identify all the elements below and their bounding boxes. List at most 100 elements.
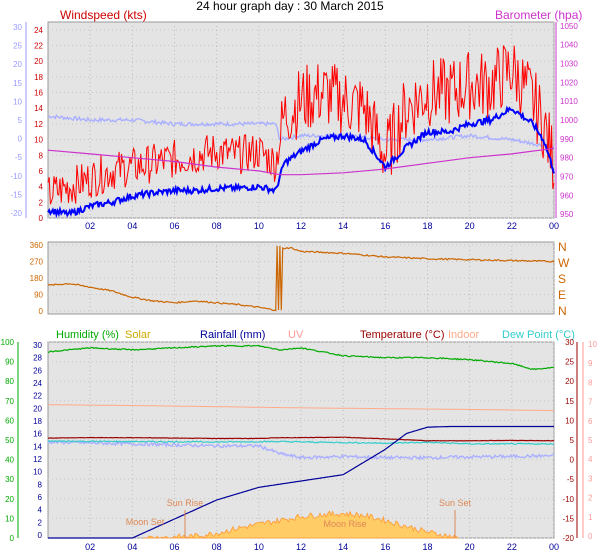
y-tick-label: 1050 <box>560 22 578 31</box>
sun-moon-annotation: Sun Rise <box>167 498 204 508</box>
y-tick-label: 25 <box>565 358 574 367</box>
y-tick-label: 28 <box>33 354 42 363</box>
y-tick-label: 0 <box>18 135 23 144</box>
y-tick-label: 30 <box>565 338 574 347</box>
y-tick-label: 12 <box>34 120 43 129</box>
y-tick-label: -10 <box>10 172 22 181</box>
series-temperature-outdoor <box>47 114 555 151</box>
y-tick-label: 18 <box>33 417 42 426</box>
y-tick-label: 0 <box>39 307 44 316</box>
y-tick-label: 20 <box>5 495 14 504</box>
y-tick-label: 20 <box>34 57 43 66</box>
barometer-label: Barometer (hpa) <box>495 8 582 22</box>
y-tick-label: 970 <box>560 173 574 182</box>
y-tick-label: 30 <box>33 341 42 350</box>
y-tick-label: 8 <box>588 378 593 387</box>
y-tick-label: 20 <box>13 60 22 69</box>
wind-panel: Windspeed (kts) Barometer (hpa) 02 04 06 08… <box>10 8 582 231</box>
y-tick-label: 6 <box>38 493 43 502</box>
y-tick-label: 2 <box>38 518 43 527</box>
y-tick-label: 100 <box>1 338 15 347</box>
sun-moon-annotation: Moon Rise <box>323 519 366 529</box>
sun-moon-annotation: Moon Set <box>126 517 165 527</box>
y-tick-label: 10 <box>565 416 574 425</box>
y-tick-label: 990 <box>560 135 574 144</box>
x-tick-label: 08 <box>212 221 222 231</box>
y-tick-label: 16 <box>33 430 42 439</box>
x-tick-label: 22 <box>507 221 517 231</box>
y-tick-label: 4 <box>39 183 44 192</box>
y-tick-label: 30 <box>5 475 14 484</box>
graph-title: 24 hour graph day : 30 March 2015 <box>196 0 384 13</box>
x-tick-label: 22 <box>507 542 517 552</box>
y-tick-label: 2 <box>588 494 593 503</box>
y-tick-label: 90 <box>5 358 14 367</box>
legend-item: Rainfall (mm) <box>200 329 265 341</box>
y-tick-label: 3 <box>588 474 593 483</box>
y-tick-label: 30 <box>13 23 22 32</box>
x-tick-label: 20 <box>465 221 475 231</box>
x-tick-label: 10 <box>254 221 264 231</box>
legend-item: Solar <box>125 329 151 341</box>
series-indoor <box>48 404 554 412</box>
series-temperature-faint <box>47 439 555 461</box>
y-tick-label: 960 <box>560 191 574 200</box>
y-tick-label: 70 <box>5 397 14 406</box>
y-tick-label: 0 <box>39 214 44 223</box>
x-tick-label: 04 <box>127 221 137 231</box>
y-tick-label: 24 <box>34 26 43 35</box>
y-tick-label: 980 <box>560 154 574 163</box>
series-humidity <box>47 344 554 371</box>
x-tick-label: 06 <box>169 221 179 231</box>
x-tick-label: 18 <box>422 221 432 231</box>
compass-label: S <box>558 272 566 286</box>
y-tick-label: -5 <box>567 475 575 484</box>
x-tick-label: 10 <box>254 542 264 552</box>
y-tick-label: 20 <box>565 377 574 386</box>
x-tick-label: 12 <box>296 221 306 231</box>
legend-item: UV <box>288 329 304 341</box>
series-barometer <box>47 147 555 176</box>
y-tick-label: 22 <box>33 392 42 401</box>
y-tick-label: 1000 <box>560 116 578 125</box>
y-tick-label: 5 <box>18 116 23 125</box>
series-solar-area <box>142 510 460 540</box>
y-tick-label: 270 <box>30 258 44 267</box>
y-tick-label: 15 <box>13 79 22 88</box>
series-dew-point <box>47 439 555 446</box>
y-tick-label: -20 <box>562 534 574 543</box>
y-tick-label: 16 <box>34 89 43 98</box>
y-tick-label: 180 <box>30 274 44 283</box>
series-rainfall <box>48 425 554 539</box>
y-tick-label: 0 <box>588 532 593 541</box>
y-tick-label: 360 <box>30 241 44 250</box>
x-tick-label: 00 <box>549 542 559 552</box>
y-tick-label: 6 <box>588 417 593 426</box>
y-tick-label: -15 <box>10 190 22 199</box>
sun-moon-annotation: Sun Set <box>439 498 472 508</box>
y-tick-label: 5 <box>570 436 575 445</box>
y-tick-label: 25 <box>13 42 22 51</box>
x-tick-label: 02 <box>85 542 95 552</box>
y-tick-label: 14 <box>34 104 43 113</box>
x-tick-label: 18 <box>422 542 432 552</box>
x-tick-label: 16 <box>380 221 390 231</box>
legend-item: Humidity (%) <box>56 329 119 341</box>
y-tick-label: -15 <box>562 514 574 523</box>
y-tick-label: 14 <box>33 442 42 451</box>
y-tick-label: 26 <box>33 366 42 375</box>
humidity-temp-panel: Humidity (%) Solar Rainfall (mm) UV Temperat… <box>1 329 598 552</box>
y-tick-label: 950 <box>560 210 574 219</box>
y-tick-label: -10 <box>562 495 574 504</box>
y-tick-label: 1030 <box>560 59 578 68</box>
y-tick-label: 10 <box>588 340 597 349</box>
x-tick-label: 00 <box>549 221 559 231</box>
compass-label: E <box>558 288 566 302</box>
y-tick-label: 10 <box>13 97 22 106</box>
y-tick-label: 1 <box>588 513 593 522</box>
y-tick-label: 18 <box>34 73 43 82</box>
y-tick-label: 0 <box>38 531 43 540</box>
series-temperature <box>47 436 555 442</box>
